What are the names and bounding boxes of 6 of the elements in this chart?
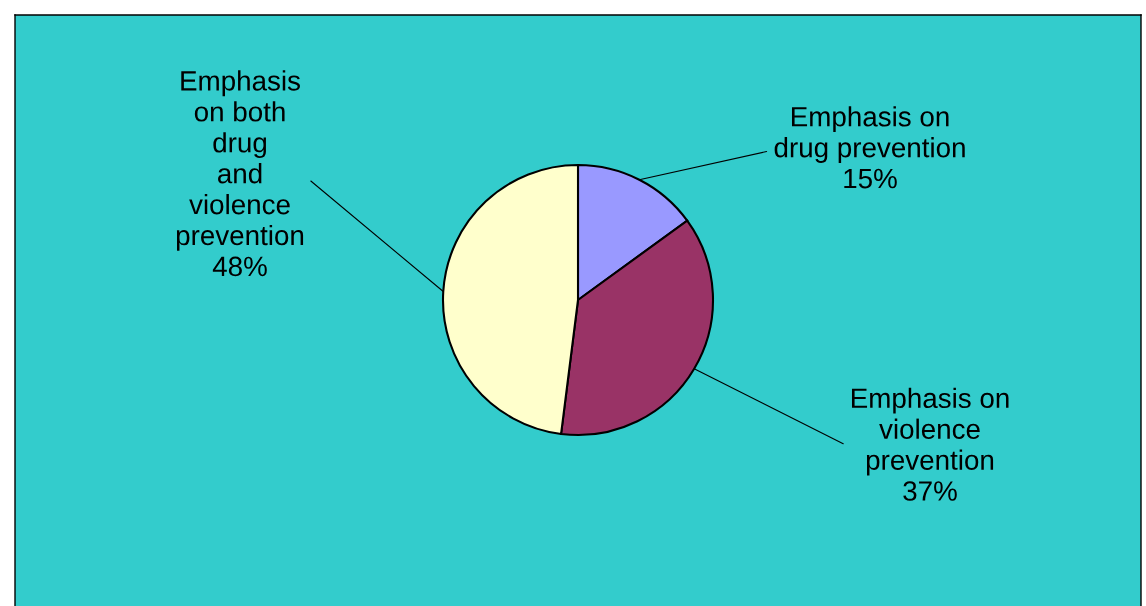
slice-label: Emphasis on violence prevention	[851, 387, 1009, 476]
data-label: 48%	[212, 256, 267, 277]
slice-label: Emphasis on both drug and violence prevention	[176, 70, 304, 251]
data-label: 37%	[903, 481, 957, 501]
slice-label: Emphasis on drug prevention	[774, 106, 965, 163]
data-label: 15%	[844, 168, 897, 189]
